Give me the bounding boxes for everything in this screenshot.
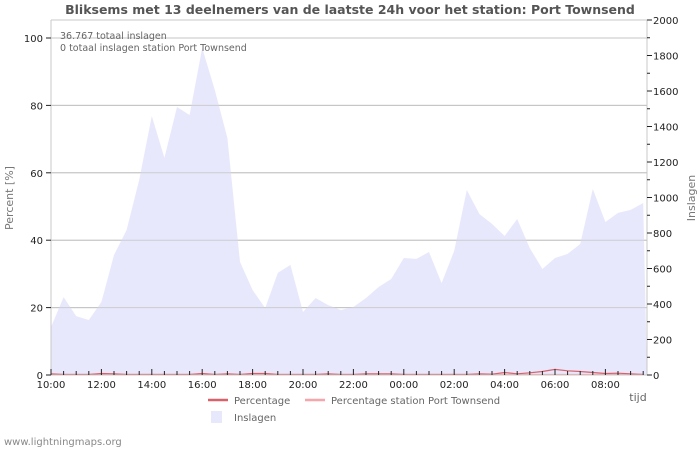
y-left-tick-label: 100	[24, 34, 43, 45]
y-right-tick-label: 200	[653, 336, 672, 347]
legend: Percentage Percentage station Port Townse…	[208, 396, 500, 424]
legend-label: Percentage station Port Townsend	[331, 396, 500, 407]
y-right-tick-label: 1200	[653, 158, 678, 169]
y-left-tick-label: 0	[37, 371, 43, 382]
x-axis-label: tijd	[629, 391, 646, 404]
inslagen-area	[51, 37, 647, 375]
x-tick-label: 22:00	[339, 380, 368, 391]
y-left-tick-label: 40	[30, 236, 43, 247]
chart-title: Bliksems met 13 deelnemers van de laatst…	[65, 2, 635, 17]
y-left-axis-label: Percent [%]	[3, 166, 16, 230]
x-tick-label: 14:00	[137, 380, 166, 391]
y-left-tick-label: 60	[30, 169, 43, 180]
footer-credit: www.lightningmaps.org	[4, 437, 122, 448]
y-right-tick-label: 400	[653, 300, 672, 311]
y-right-tick-label: 1000	[653, 194, 678, 205]
x-tick-label: 10:00	[37, 380, 66, 391]
y-left-tick-label: 20	[30, 304, 43, 315]
y-right-tick-label: 600	[653, 265, 672, 276]
x-tick-label: 12:00	[87, 380, 116, 391]
y-left-tick-label: 80	[30, 101, 43, 112]
x-tick-label: 20:00	[289, 380, 318, 391]
y-right-tick-label: 2000	[653, 16, 678, 27]
y-right-axis-label: Inslagen	[685, 175, 698, 221]
axes: 0204060801000200400600800100012001400160…	[3, 16, 698, 404]
legend-label: Percentage	[234, 396, 290, 407]
x-tick-label: 00:00	[389, 380, 418, 391]
x-tick-label: 08:00	[591, 380, 620, 391]
x-tick-label: 02:00	[440, 380, 469, 391]
x-tick-label: 06:00	[541, 380, 570, 391]
y-right-tick-label: 0	[653, 371, 659, 382]
annotation-text: 0 totaal inslagen station Port Townsend	[60, 43, 247, 54]
y-right-tick-label: 1800	[653, 52, 678, 63]
y-right-tick-label: 1600	[653, 87, 678, 98]
x-tick-label: 18:00	[238, 380, 267, 391]
x-tick-label: 04:00	[490, 380, 519, 391]
legend-label: Inslagen	[234, 413, 276, 424]
x-tick-label: 16:00	[188, 380, 217, 391]
annotation-text: 36.767 totaal inslagen	[60, 31, 167, 42]
y-right-tick-label: 1400	[653, 123, 678, 134]
y-right-tick-label: 800	[653, 229, 672, 240]
